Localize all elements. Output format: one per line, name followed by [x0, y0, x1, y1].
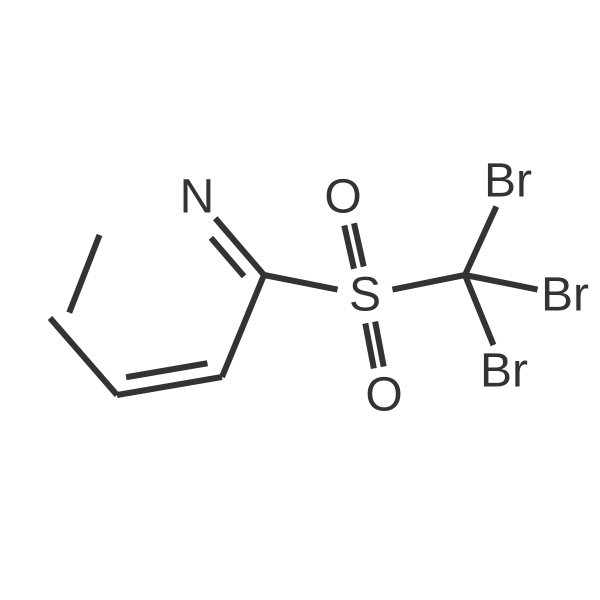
- bond-S-O_top-d2: [344, 225, 354, 268]
- bond-N_ring-C2: [215, 218, 264, 275]
- atom-label-O_bot: O: [365, 369, 402, 422]
- bond-C2-S: [264, 275, 338, 290]
- atom-label-Br_bot: Br: [480, 345, 528, 398]
- bond-S-C_br: [392, 275, 465, 290]
- ring-inner-C5-C6: [69, 235, 99, 313]
- bond-C2-C3: [222, 275, 264, 377]
- atom-label-N_ring: N: [180, 171, 215, 224]
- atom-label-O_top: O: [324, 171, 361, 224]
- bond-S-O_bot-d2: [375, 322, 384, 367]
- bond-C_br-Br_bot: [465, 275, 493, 345]
- ring-inner-C3-C4: [126, 363, 207, 377]
- bond-C_br-Br_top: [465, 206, 496, 275]
- atom-label-Br_top: Br: [484, 155, 532, 208]
- atom-label-Br_mid: Br: [541, 269, 589, 322]
- bond-S-O_bot-d1: [365, 323, 374, 368]
- bond-layer: [50, 206, 538, 395]
- bond-S-O_top-d1: [354, 223, 364, 266]
- bond-C_br-Br_mid: [465, 275, 538, 290]
- bond-C3-C4: [117, 377, 222, 395]
- molecule-canvas: NSOOBrBrBr: [0, 0, 600, 600]
- atom-label-S: S: [349, 269, 381, 322]
- bond-C4-C5: [50, 318, 117, 395]
